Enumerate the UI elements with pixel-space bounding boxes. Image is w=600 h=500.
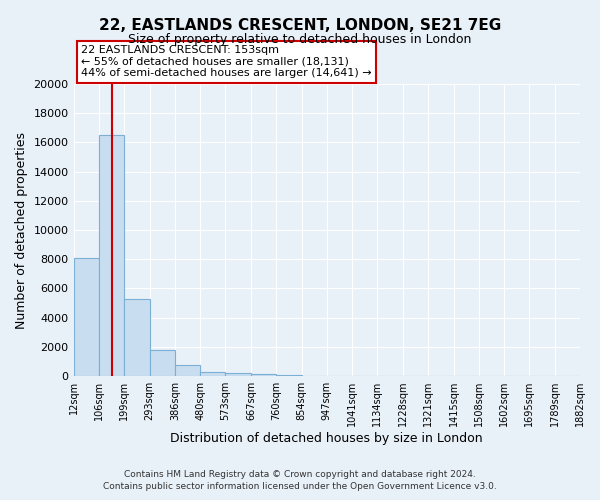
Text: Size of property relative to detached houses in London: Size of property relative to detached ho… bbox=[128, 32, 472, 46]
Text: Contains HM Land Registry data © Crown copyright and database right 2024.: Contains HM Land Registry data © Crown c… bbox=[124, 470, 476, 479]
Bar bbox=[226, 373, 251, 376]
Bar bbox=[99, 135, 124, 376]
Bar bbox=[74, 258, 99, 376]
Bar bbox=[175, 365, 200, 376]
Bar bbox=[200, 372, 226, 376]
Text: 22, EASTLANDS CRESCENT, LONDON, SE21 7EG: 22, EASTLANDS CRESCENT, LONDON, SE21 7EG bbox=[99, 18, 501, 32]
Y-axis label: Number of detached properties: Number of detached properties bbox=[15, 132, 28, 328]
Bar bbox=[124, 298, 149, 376]
Bar bbox=[251, 374, 276, 376]
X-axis label: Distribution of detached houses by size in London: Distribution of detached houses by size … bbox=[170, 432, 483, 445]
Bar bbox=[276, 374, 302, 376]
Bar bbox=[149, 350, 175, 376]
Text: Contains public sector information licensed under the Open Government Licence v3: Contains public sector information licen… bbox=[103, 482, 497, 491]
Text: 22 EASTLANDS CRESCENT: 153sqm
← 55% of detached houses are smaller (18,131)
44% : 22 EASTLANDS CRESCENT: 153sqm ← 55% of d… bbox=[81, 45, 372, 78]
